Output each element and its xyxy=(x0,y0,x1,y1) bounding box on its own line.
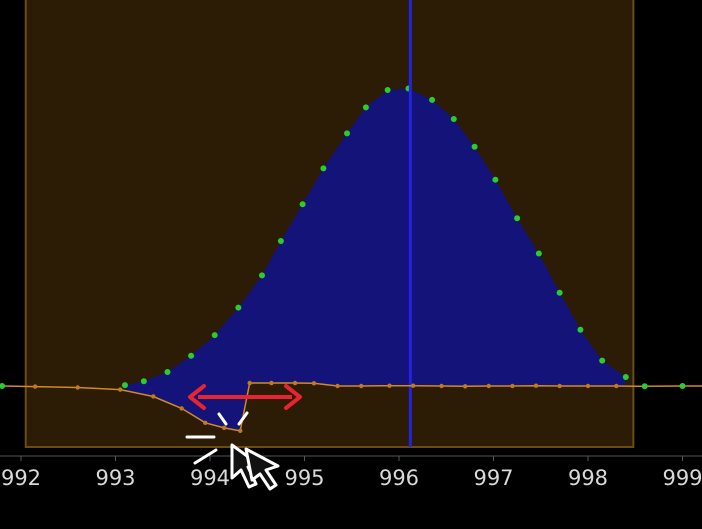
click-cursor-icon xyxy=(185,411,280,491)
baseline-point xyxy=(221,425,227,431)
peak-point xyxy=(384,86,391,93)
peak-point xyxy=(121,382,128,389)
x-tick-label: 992 xyxy=(1,466,41,490)
x-tick-label: 996 xyxy=(379,466,419,490)
peak-point xyxy=(577,326,584,333)
baseline-point xyxy=(203,420,208,425)
double-arrow-icon[interactable] xyxy=(188,384,302,410)
peak-point xyxy=(299,201,306,208)
baseline-point xyxy=(439,383,444,389)
x-tick-label: 998 xyxy=(568,466,608,490)
baseline-point xyxy=(614,383,619,389)
peak-point xyxy=(235,304,242,311)
baseline-point xyxy=(533,383,539,388)
baseline-point xyxy=(151,394,156,399)
baseline-point xyxy=(679,383,686,389)
x-tick-label: 997 xyxy=(473,466,513,490)
baseline-point xyxy=(510,383,515,389)
baseline-point xyxy=(410,383,416,388)
peak-point xyxy=(320,165,327,172)
baseline-point xyxy=(179,406,184,411)
baseline-trace xyxy=(2,382,702,432)
baseline-point xyxy=(311,381,317,386)
peak-point xyxy=(471,143,478,150)
baseline-point xyxy=(335,383,340,389)
baseline-point xyxy=(292,380,298,386)
baseline-point xyxy=(32,384,38,389)
peak-point xyxy=(258,272,265,279)
peak-area xyxy=(125,88,626,431)
peak-point xyxy=(429,96,436,103)
peak-point xyxy=(344,130,351,137)
x-tick-label: 995 xyxy=(284,466,324,490)
peak-point xyxy=(450,115,457,122)
baseline-point xyxy=(462,384,468,389)
peak-point xyxy=(556,289,563,296)
baseline-point xyxy=(118,387,123,392)
peak-point xyxy=(140,378,147,385)
peak-point xyxy=(492,176,499,183)
peak-point xyxy=(362,104,369,111)
baseline-point xyxy=(269,380,274,386)
peak-point xyxy=(164,368,171,375)
peak-point xyxy=(211,332,218,339)
baseline-point xyxy=(641,383,648,390)
peak-point xyxy=(188,352,195,359)
peak-point xyxy=(622,374,629,381)
peak-point xyxy=(514,215,521,222)
peak-point xyxy=(599,357,606,364)
baseline-point xyxy=(247,380,252,386)
x-tick-label: 999 xyxy=(662,466,702,490)
baseline-point xyxy=(486,383,491,389)
peak-point xyxy=(535,250,542,257)
baseline-point xyxy=(75,385,80,390)
baseline-point xyxy=(0,383,6,389)
baseline-point xyxy=(557,383,562,389)
baseline-point xyxy=(387,383,392,388)
baseline-point xyxy=(585,383,591,389)
baseline-point xyxy=(359,383,364,389)
baseline-point xyxy=(238,428,243,434)
peak-point xyxy=(277,237,284,244)
x-tick-label: 993 xyxy=(95,466,135,490)
x-tick-label: 994 xyxy=(190,466,230,490)
